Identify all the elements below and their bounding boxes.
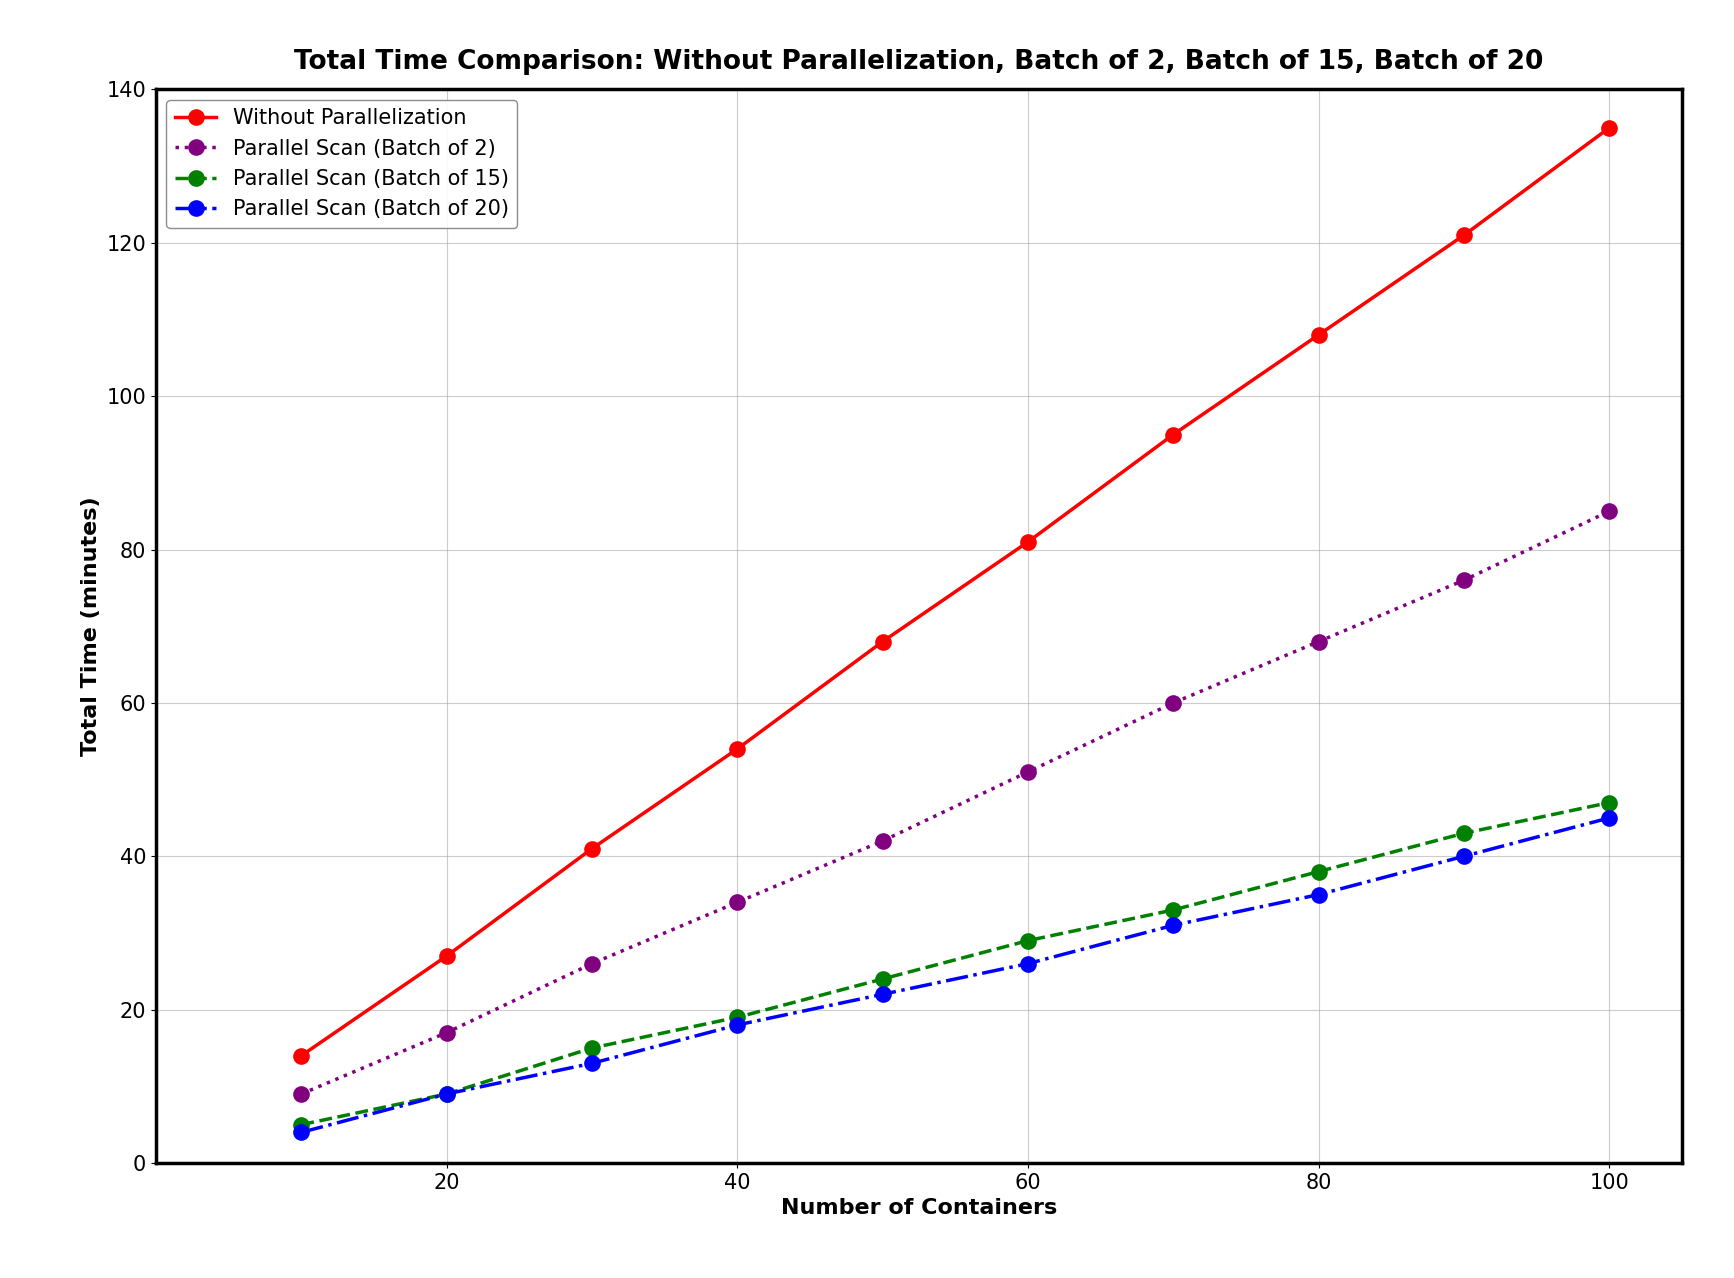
Line: Parallel Scan (Batch of 20): Parallel Scan (Batch of 20) — [293, 809, 1618, 1141]
Without Parallelization — [291, 1048, 312, 1063]
Line: Without Parallelization: Without Parallelization — [293, 119, 1618, 1065]
Parallel Scan (Batch of 15) — [1164, 902, 1184, 918]
Line: Parallel Scan (Batch of 15): Parallel Scan (Batch of 15) — [293, 794, 1618, 1134]
Legend: Without Parallelization, Parallel Scan (Batch of 2), Parallel Scan (Batch of 15): Without Parallelization, Parallel Scan (… — [166, 100, 517, 227]
Parallel Scan (Batch of 2) — [1164, 695, 1184, 711]
Parallel Scan (Batch of 15) — [1599, 795, 1620, 810]
Parallel Scan (Batch of 15) — [291, 1117, 312, 1132]
Without Parallelization — [1307, 327, 1328, 343]
Parallel Scan (Batch of 15) — [727, 1010, 747, 1025]
Title: Total Time Comparison: Without Parallelization, Batch of 2, Batch of 15, Batch o: Total Time Comparison: Without Paralleli… — [295, 49, 1543, 74]
Parallel Scan (Batch of 2) — [727, 895, 747, 910]
Parallel Scan (Batch of 20) — [581, 1056, 602, 1071]
Parallel Scan (Batch of 20) — [1018, 956, 1039, 971]
Parallel Scan (Batch of 20) — [437, 1086, 458, 1102]
Parallel Scan (Batch of 15) — [872, 971, 893, 987]
Parallel Scan (Batch of 2) — [581, 956, 602, 971]
Parallel Scan (Batch of 2) — [1018, 764, 1039, 780]
Without Parallelization — [1453, 227, 1474, 243]
Parallel Scan (Batch of 2) — [437, 1025, 458, 1040]
Without Parallelization — [1599, 120, 1620, 135]
Parallel Scan (Batch of 2) — [1453, 573, 1474, 588]
Parallel Scan (Batch of 15) — [437, 1086, 458, 1102]
Parallel Scan (Batch of 15) — [1307, 864, 1328, 879]
Parallel Scan (Batch of 2) — [1307, 634, 1328, 649]
Without Parallelization — [727, 741, 747, 757]
Y-axis label: Total Time (minutes): Total Time (minutes) — [81, 496, 101, 757]
Without Parallelization — [1164, 427, 1184, 442]
X-axis label: Number of Containers: Number of Containers — [780, 1199, 1058, 1218]
Parallel Scan (Batch of 15) — [581, 1040, 602, 1056]
Parallel Scan (Batch of 15) — [1453, 826, 1474, 841]
Line: Parallel Scan (Batch of 2): Parallel Scan (Batch of 2) — [293, 502, 1618, 1103]
Parallel Scan (Batch of 20) — [727, 1017, 747, 1033]
Without Parallelization — [581, 841, 602, 856]
Parallel Scan (Batch of 2) — [291, 1086, 312, 1102]
Parallel Scan (Batch of 20) — [1453, 849, 1474, 864]
Parallel Scan (Batch of 2) — [872, 833, 893, 849]
Parallel Scan (Batch of 20) — [1164, 918, 1184, 933]
Without Parallelization — [437, 948, 458, 964]
Parallel Scan (Batch of 20) — [1307, 887, 1328, 902]
Parallel Scan (Batch of 2) — [1599, 504, 1620, 519]
Parallel Scan (Batch of 20) — [1599, 810, 1620, 826]
Parallel Scan (Batch of 15) — [1018, 933, 1039, 948]
Without Parallelization — [872, 634, 893, 649]
Parallel Scan (Batch of 20) — [291, 1125, 312, 1140]
Parallel Scan (Batch of 20) — [872, 987, 893, 1002]
Without Parallelization — [1018, 534, 1039, 550]
